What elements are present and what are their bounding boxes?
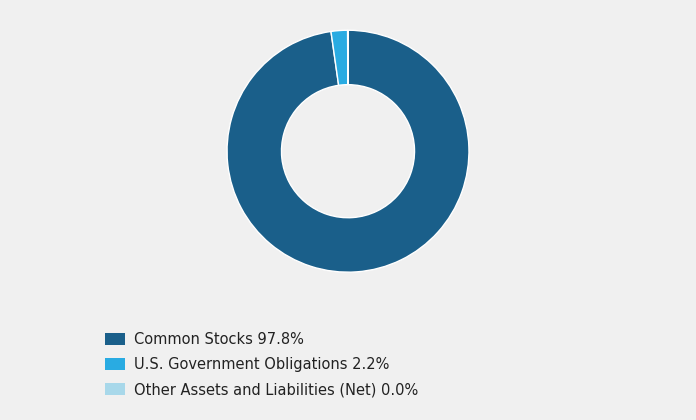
Wedge shape [331, 30, 348, 85]
Legend: Common Stocks 97.8%, U.S. Government Obligations 2.2%, Other Assets and Liabilit: Common Stocks 97.8%, U.S. Government Obl… [97, 324, 426, 404]
Wedge shape [227, 30, 469, 272]
